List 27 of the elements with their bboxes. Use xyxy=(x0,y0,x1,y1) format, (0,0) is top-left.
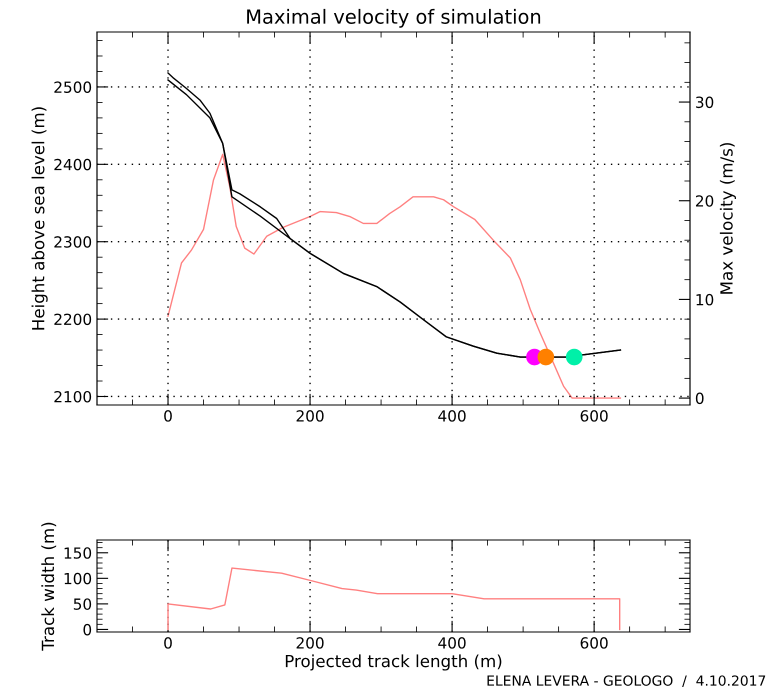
y-tick-label: 150 xyxy=(64,547,92,559)
x-tick-label: 200 xyxy=(296,637,324,649)
text: ELENA LEVERA - GEOLOGO / 4.10.2017 xyxy=(488,675,766,687)
x-tick-label: 600 xyxy=(580,637,608,649)
chart-title: Maximal velocity of simulation xyxy=(247,8,540,28)
y-tick-label: 2100 xyxy=(54,390,92,403)
y2-tick-label: 0 xyxy=(696,392,704,404)
x-axis-title: Projected track length (m) xyxy=(286,654,502,671)
y-tick-label: 2400 xyxy=(54,158,92,170)
y-axis-title: Track width (m) xyxy=(41,522,56,651)
y-tick-label: 2500 xyxy=(54,81,92,93)
y-tick-label: 50 xyxy=(74,598,92,610)
x-tick-label: 0 xyxy=(164,410,172,422)
x-tick-label: 200 xyxy=(296,410,324,422)
x-tick-label: 600 xyxy=(580,410,608,422)
y2-tick-label: 30 xyxy=(696,96,714,108)
y2-tick-label: 20 xyxy=(696,195,714,207)
x-tick-label: 400 xyxy=(438,637,466,649)
y2-tick-label: 10 xyxy=(696,294,714,306)
x-tick-label: 400 xyxy=(438,410,466,422)
y-tick-label: 100 xyxy=(64,572,92,584)
y-tick-label: 2200 xyxy=(54,314,92,326)
y-tick-label: 2300 xyxy=(54,236,92,248)
y2-axis-title: Max velocity (m/s) xyxy=(720,143,736,294)
x-tick-label: 0 xyxy=(164,637,172,649)
y-tick-label: 0 xyxy=(83,624,92,636)
y-axis-title: Height above sea level (m) xyxy=(32,107,48,330)
